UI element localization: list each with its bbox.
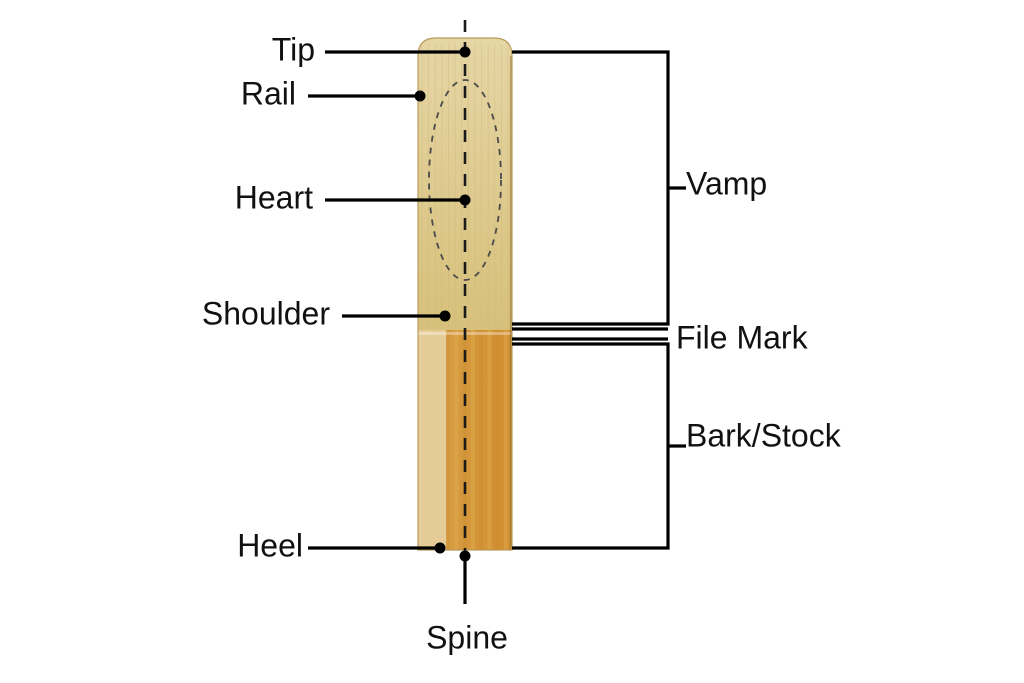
label-spine: Spine (426, 551, 508, 656)
label-shoulder-text: Shoulder (202, 295, 330, 331)
label-tip-text: Tip (272, 31, 315, 67)
stock-left-flat (418, 330, 446, 550)
label-rail-text: Rail (241, 75, 296, 111)
label-vamp: Vamp (512, 52, 767, 324)
label-heart-text: Heart (235, 179, 313, 215)
label-vamp-text: Vamp (686, 165, 767, 201)
label-bark-stock-text: Bark/Stock (686, 417, 842, 453)
label-heel: Heel (237, 527, 445, 563)
label-shoulder: Shoulder (202, 295, 451, 331)
label-spine-text: Spine (426, 619, 508, 655)
label-bark-stock: Bark/Stock (512, 344, 842, 548)
label-file-mark-text: File Mark (676, 319, 809, 355)
label-heel-text: Heel (237, 527, 303, 563)
reed-anatomy-diagram: Tip Rail Heart Shoulder Heel File Mark V… (0, 0, 1024, 683)
label-rail: Rail (241, 75, 426, 111)
